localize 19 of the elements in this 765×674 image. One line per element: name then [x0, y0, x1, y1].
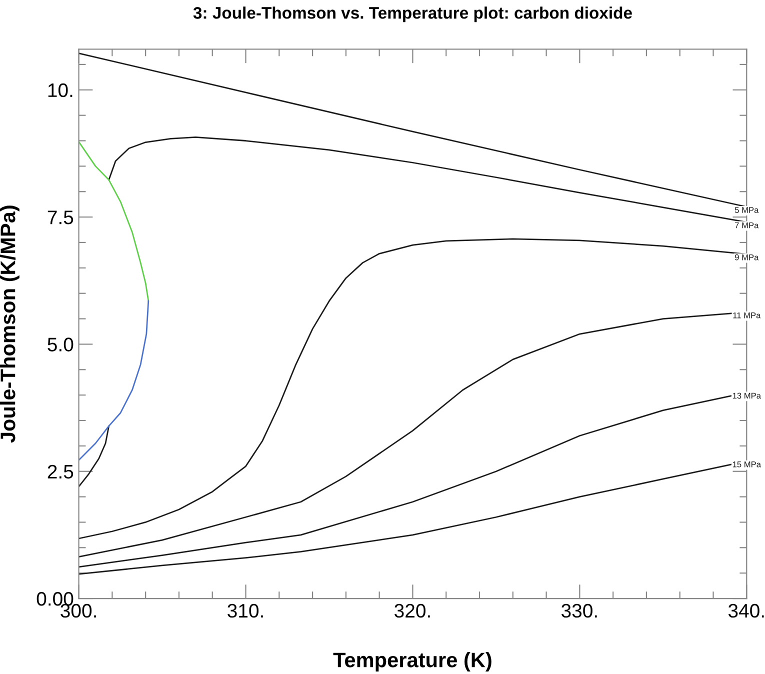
x-tick-label: 340.: [728, 604, 764, 618]
x-tick-label: 310.: [228, 604, 263, 618]
series-label: 13 MPa: [732, 392, 761, 399]
series-label: 7 MPa: [735, 222, 759, 228]
series-label: 5 MPa: [734, 207, 759, 213]
y-axis-title: Joule-Thomson (K/MPa): [0, 206, 20, 443]
y-tick-label: 0.00: [36, 592, 74, 606]
x-axis-title: Temperature (K): [333, 652, 492, 672]
series-label: 15 MPa: [732, 461, 761, 468]
chart-title: 3: Joule-Thomson vs. Temperature plot: carbon dioxide: [193, 6, 632, 22]
x-tick-label: 330.: [562, 604, 597, 618]
x-tick-label: 320.: [394, 604, 430, 618]
y-tick-label: 7.5: [48, 210, 74, 224]
y-tick-label: 2.5: [48, 464, 74, 479]
series-label: 11 MPa: [733, 312, 761, 318]
y-tick-label: 5.0: [48, 338, 74, 352]
x-tick-label: 300.: [60, 604, 96, 618]
y-tick-label: 10.: [48, 83, 72, 98]
series-label: 9 MPa: [734, 254, 759, 260]
